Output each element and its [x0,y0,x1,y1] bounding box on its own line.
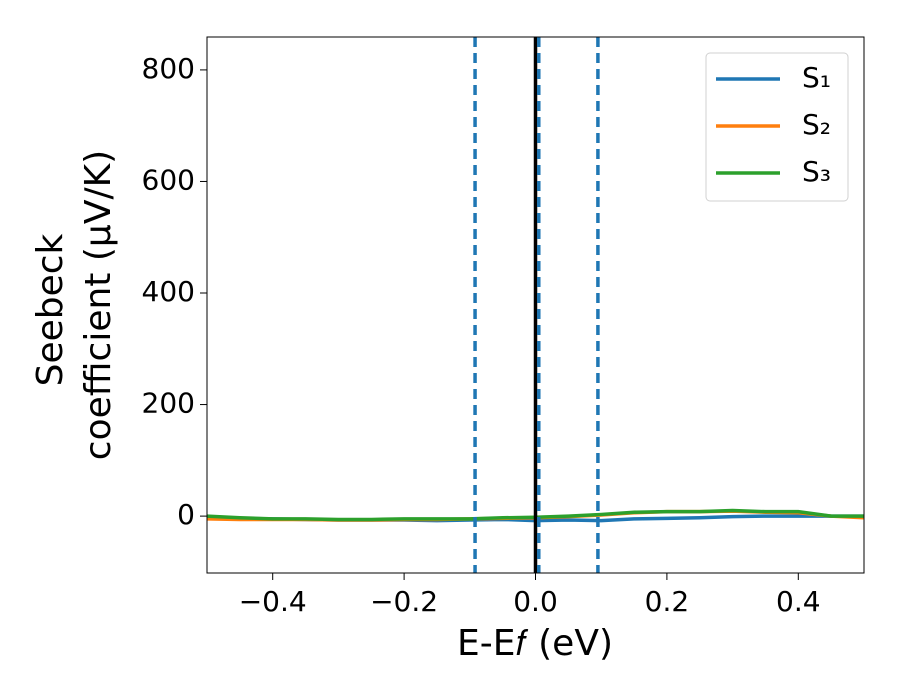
y-axis-label: Seebeck [30,233,71,386]
legend-label: S₁ [802,61,831,94]
legend-label: S₃ [802,155,831,188]
legend-label: S₂ [802,108,831,141]
x-tick-label: −0.2 [370,585,438,618]
plot-frame [206,36,865,574]
x-tick-label: 0.2 [645,585,690,618]
y-tick-label: 200 [142,387,195,420]
y-tick-label: 0 [177,498,195,531]
y-tick-label: 600 [142,163,195,196]
x-axis-label: E-E𝑓 (eV) [457,623,613,664]
x-tick-label: 0.0 [513,585,558,618]
x-tick-label: −0.4 [239,585,307,618]
y-axis-label: coefficient (μV/K) [78,150,119,460]
y-tick-label: 400 [142,275,195,308]
x-tick-label: 0.4 [776,585,821,618]
y-tick-label: 800 [142,52,195,85]
